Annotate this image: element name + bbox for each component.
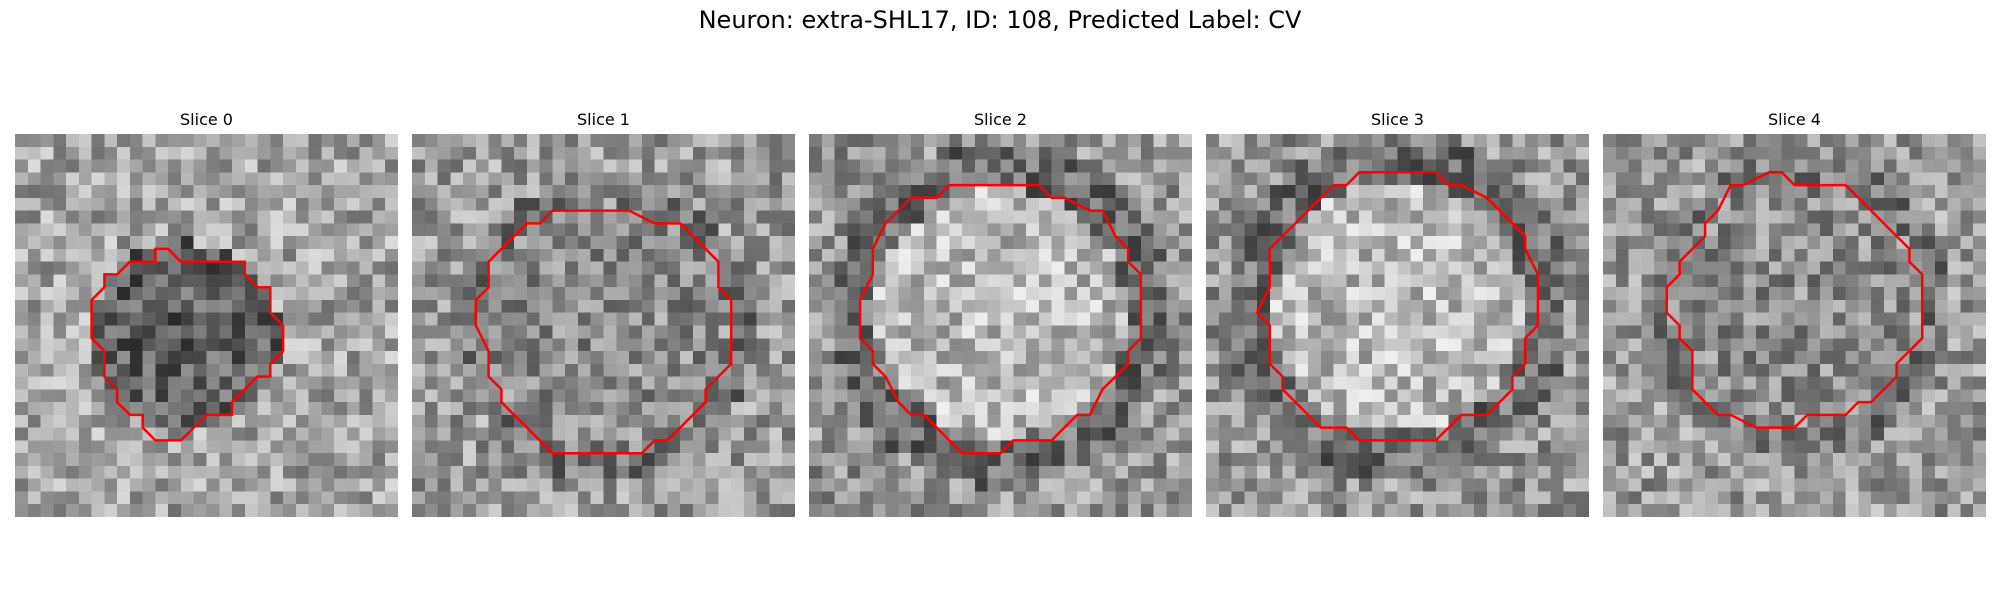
slice-title: Slice 4 xyxy=(1768,110,1821,129)
contour-overlay xyxy=(1665,171,1924,429)
slice-panel-1: Slice 1 xyxy=(412,0,795,600)
slice-title: Slice 3 xyxy=(1371,110,1424,129)
slice-title: Slice 1 xyxy=(577,110,630,129)
contour-overlay xyxy=(474,209,733,455)
contour-overlay xyxy=(90,247,285,442)
segmentation-contour xyxy=(858,183,1143,455)
segmentation-contour xyxy=(474,209,733,455)
slice-panel-3: Slice 3 xyxy=(1206,0,1589,600)
segmentation-contour xyxy=(1665,171,1924,429)
slice-title: Slice 2 xyxy=(974,110,1027,129)
slice-title: Slice 0 xyxy=(180,110,233,129)
slice-panel-2: Slice 2 xyxy=(809,0,1192,600)
figure-title: Neuron: extra-SHL17, ID: 108, Predicted … xyxy=(698,6,1302,34)
slice-panel-4: Slice 4 xyxy=(1603,0,1986,600)
slice-panel-0: Slice 0 xyxy=(15,0,398,600)
contour-overlay xyxy=(1255,171,1540,442)
segmentation-contour xyxy=(1255,171,1540,442)
contour-overlay xyxy=(858,183,1143,455)
segmentation-contour xyxy=(90,247,285,442)
slice-image xyxy=(15,134,398,517)
